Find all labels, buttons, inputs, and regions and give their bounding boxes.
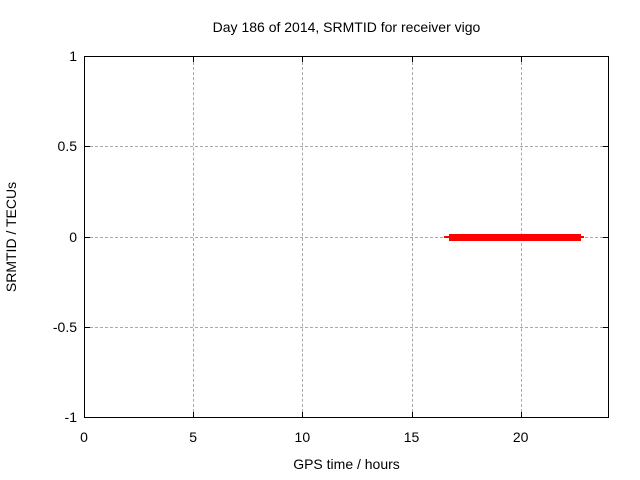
- y-tick-mark: [85, 236, 90, 238]
- x-tick-label: 0: [80, 429, 88, 445]
- x-axis-label: GPS time / hours: [293, 456, 400, 472]
- plot-area: [84, 56, 609, 418]
- chart-title: Day 186 of 2014, SRMTID for receiver vig…: [212, 19, 481, 35]
- x-tick-mark: [193, 412, 195, 417]
- x-tick-label: 5: [189, 429, 198, 445]
- x-tick-label: 20: [512, 429, 529, 445]
- x-tick-mark: [302, 57, 304, 62]
- y-tick-label: 0.5: [57, 138, 77, 155]
- x-tick-mark: [411, 412, 413, 417]
- y-gridline: [85, 326, 608, 328]
- y-tick-mark: [603, 326, 608, 328]
- y-tick-label: -1: [64, 409, 77, 425]
- y-tick-mark: [603, 146, 608, 148]
- x-tick-mark: [193, 57, 195, 62]
- y-tick-mark: [85, 326, 90, 328]
- data-line: [448, 233, 582, 241]
- y-tick-mark: [85, 146, 90, 148]
- x-tick-label: 10: [294, 429, 311, 445]
- x-tick-mark: [520, 412, 522, 417]
- x-tick-mark: [411, 57, 413, 62]
- y-tick-label: 0: [69, 228, 77, 245]
- y-tick-label: -0.5: [52, 318, 77, 335]
- y-axis-label: SRMTID / TECUs: [3, 181, 19, 293]
- y-tick-label: 1: [69, 48, 77, 64]
- x-tick-mark: [302, 412, 304, 417]
- x-tick-label: 15: [403, 429, 420, 445]
- y-gridline: [85, 236, 608, 238]
- x-tick-mark: [520, 57, 522, 62]
- y-gridline: [85, 146, 608, 148]
- y-tick-mark: [603, 236, 608, 238]
